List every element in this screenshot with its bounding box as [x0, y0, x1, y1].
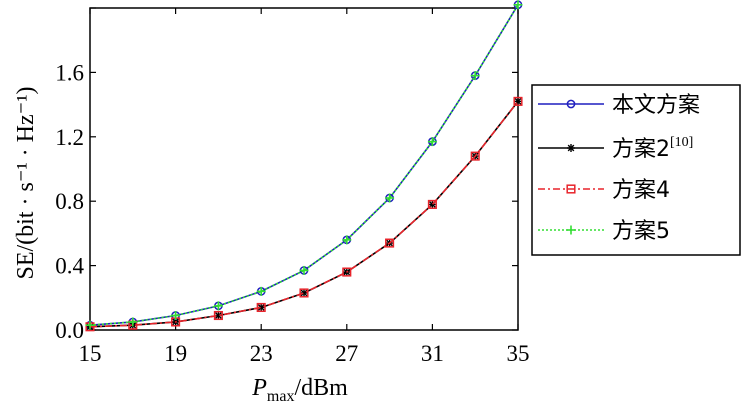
y-axis-title-text: SE/(bit · s⁻¹ · Hz⁻¹)	[13, 86, 39, 279]
data-point	[470, 71, 480, 81]
legend-marker	[567, 144, 575, 152]
data-point	[342, 267, 352, 277]
series-4	[85, 0, 523, 330]
y-tick-label: 0.8	[55, 189, 84, 214]
data-point	[256, 302, 266, 313]
data-point	[256, 286, 266, 296]
data-point	[385, 238, 395, 248]
data-point	[470, 151, 480, 161]
series-1	[85, 0, 523, 330]
legend-item: 方案5	[538, 219, 670, 244]
series-line	[89, 100, 519, 328]
x-tick-label: 23	[250, 341, 273, 366]
data-point	[514, 97, 522, 106]
x-axis-title-main: P	[251, 375, 267, 401]
data-point	[257, 303, 266, 312]
legend-label: 方案5	[612, 219, 670, 244]
data-point	[385, 193, 395, 203]
data-point	[427, 137, 437, 147]
series-3	[85, 96, 523, 332]
legend-marker	[566, 99, 576, 109]
y-tick-label: 1.2	[55, 125, 84, 150]
data-point	[299, 265, 309, 275]
legend-marker	[566, 225, 576, 235]
legend-item: 方案4	[538, 178, 670, 203]
plot-area	[89, 7, 519, 331]
legend-label: 方案4	[612, 178, 670, 203]
x-axis-title-sub: max	[267, 388, 295, 405]
x-tick-label: 19	[164, 341, 187, 366]
legend-marker	[566, 184, 576, 194]
x-tick-label: 35	[507, 341, 530, 366]
series-line	[89, 4, 519, 326]
x-tick-label: 27	[335, 341, 358, 366]
y-tick-label: 1.6	[55, 60, 84, 85]
x-axis-title: Pmax/dBm	[251, 375, 348, 405]
legend-box	[531, 84, 741, 256]
legend-label: 本文方案	[612, 93, 700, 118]
series-lines	[85, 0, 523, 332]
data-point	[128, 317, 138, 327]
data-point	[513, 96, 523, 106]
data-point	[213, 301, 223, 311]
plot-frame	[89, 7, 519, 331]
x-tick-label: 15	[79, 341, 102, 366]
data-point	[342, 235, 352, 245]
axis-ticks	[89, 7, 519, 331]
data-point	[299, 288, 309, 298]
legend-item: 本文方案	[538, 93, 700, 118]
data-point	[213, 310, 223, 321]
y-tick-label: 0.0	[55, 318, 84, 343]
data-point	[171, 311, 181, 321]
x-axis-title-unit: /dBm	[294, 375, 348, 401]
data-point	[300, 288, 308, 297]
x-tick-label: 31	[421, 341, 444, 366]
data-point	[428, 200, 437, 209]
y-tick-label: 0.4	[55, 254, 84, 279]
tick-labels: 15 19 23 27 31 35 0.0 0.4 0.8 1.2 1.6	[55, 60, 529, 366]
series-2	[86, 97, 522, 331]
data-point	[85, 320, 95, 330]
y-axis-title: SE/(bit · s⁻¹ · Hz⁻¹)	[13, 86, 39, 279]
data-point	[427, 199, 437, 209]
data-point	[513, 0, 523, 10]
series-line	[89, 4, 519, 326]
